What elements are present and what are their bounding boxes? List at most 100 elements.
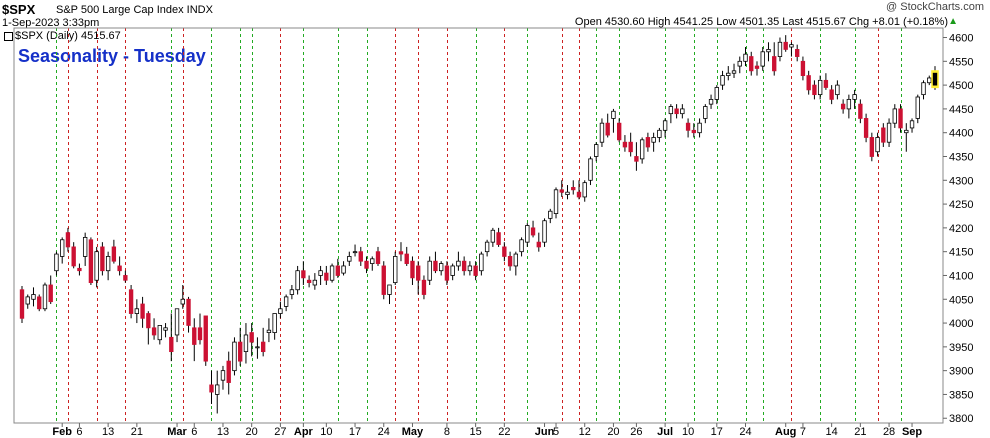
down-candle — [151, 327, 157, 336]
up-candle — [777, 41, 783, 57]
up-candle — [289, 289, 295, 295]
up-candle — [743, 53, 748, 62]
up-candle — [427, 260, 432, 281]
down-candle — [398, 251, 404, 255]
up-candle — [484, 241, 490, 253]
legend-swatch — [4, 31, 13, 41]
x-tick-label: 17 — [711, 426, 723, 438]
x-tick-label: 20 — [246, 426, 258, 438]
up-candle — [82, 236, 88, 257]
up-candle — [318, 270, 323, 276]
up-candle — [737, 60, 742, 67]
up-candle — [611, 110, 616, 119]
x-tick-label: Sep — [902, 426, 922, 438]
down-candle — [530, 227, 536, 236]
x-tick-label: 6 — [191, 426, 197, 438]
x-tick-label: 21 — [131, 426, 143, 438]
down-candle — [685, 122, 691, 131]
up-candle — [932, 72, 938, 86]
down-candle — [117, 265, 122, 272]
x-tick-label: Mar — [167, 426, 187, 438]
y-tick-label: 3850 — [949, 389, 973, 401]
x-tick-label: 10 — [320, 426, 332, 438]
chart-frame — [13, 27, 944, 424]
y-tick-label: 4450 — [949, 104, 973, 116]
down-candle — [306, 279, 312, 284]
up-candle — [703, 106, 708, 119]
up-candle — [54, 253, 59, 272]
down-candle — [433, 260, 438, 272]
down-candle — [140, 303, 145, 319]
up-candle — [720, 75, 725, 86]
up-candle — [105, 256, 111, 272]
up-candle — [714, 87, 719, 100]
x-tick-label: 13 — [102, 426, 114, 438]
up-candle — [594, 144, 599, 157]
up-candle — [450, 265, 455, 276]
up-candle — [599, 122, 605, 143]
up-candle — [180, 298, 185, 305]
x-tick-label: 14 — [826, 426, 838, 438]
down-candle — [192, 327, 197, 345]
up-candle — [341, 265, 346, 274]
watermark: @ StockCharts.com — [886, 1, 984, 13]
up-candle — [639, 139, 645, 160]
up-candle — [657, 129, 662, 138]
up-candle — [42, 284, 48, 310]
up-candle — [295, 270, 300, 291]
up-candle — [467, 265, 473, 272]
down-candle — [571, 187, 576, 191]
down-candle — [37, 296, 42, 310]
up-candle — [927, 77, 932, 84]
up-candle — [352, 251, 358, 254]
up-candle — [766, 49, 771, 53]
y-tick-label: 4400 — [949, 128, 973, 140]
down-candle — [238, 341, 243, 362]
down-candle — [444, 265, 450, 281]
down-candle — [829, 89, 834, 100]
down-candle — [502, 246, 507, 257]
down-candle — [128, 289, 134, 314]
down-candle — [123, 275, 128, 281]
x-tick-label: 24 — [739, 426, 751, 438]
up-candle — [731, 70, 737, 74]
down-candle — [496, 232, 501, 245]
y-tick-label: 3950 — [949, 342, 973, 354]
x-tick-label: 20 — [607, 426, 619, 438]
down-candle — [898, 108, 903, 129]
down-candle — [863, 118, 869, 138]
y-tick-label: 4600 — [949, 33, 973, 45]
up-candle — [852, 94, 857, 100]
series-legend: $SPX (Daily) 4515.67 — [4, 30, 121, 42]
up-candle — [680, 108, 685, 115]
down-candle — [507, 256, 513, 267]
down-candle — [858, 103, 863, 119]
down-candle — [772, 56, 777, 72]
down-candle — [806, 75, 811, 91]
up-candle — [708, 98, 714, 105]
up-candle — [490, 229, 496, 243]
up-candle — [266, 329, 272, 333]
plot-border — [13, 27, 944, 424]
down-candle — [536, 241, 541, 248]
down-candle — [749, 56, 754, 72]
down-candle — [812, 84, 817, 96]
ticker-symbol: $SPX — [2, 2, 36, 17]
up-candle — [220, 370, 226, 381]
seasonality-annotation: Seasonality - Tuesday — [18, 46, 206, 66]
down-candle — [226, 360, 231, 383]
x-tick-label: 5 — [553, 426, 559, 438]
up-candle — [892, 108, 897, 124]
up-candle — [347, 256, 352, 262]
down-candle — [754, 65, 760, 69]
x-tick-label: 13 — [217, 426, 229, 438]
date-time: 1-Sep-2023 3:33pm — [2, 17, 100, 29]
up-candle — [915, 96, 920, 119]
up-candle — [921, 82, 926, 96]
up-candle — [25, 296, 30, 305]
up-candle — [909, 120, 915, 129]
up-candle — [94, 251, 99, 281]
y-tick-label: 4300 — [949, 175, 973, 187]
up-candle — [875, 137, 880, 153]
up-candle — [904, 129, 909, 134]
